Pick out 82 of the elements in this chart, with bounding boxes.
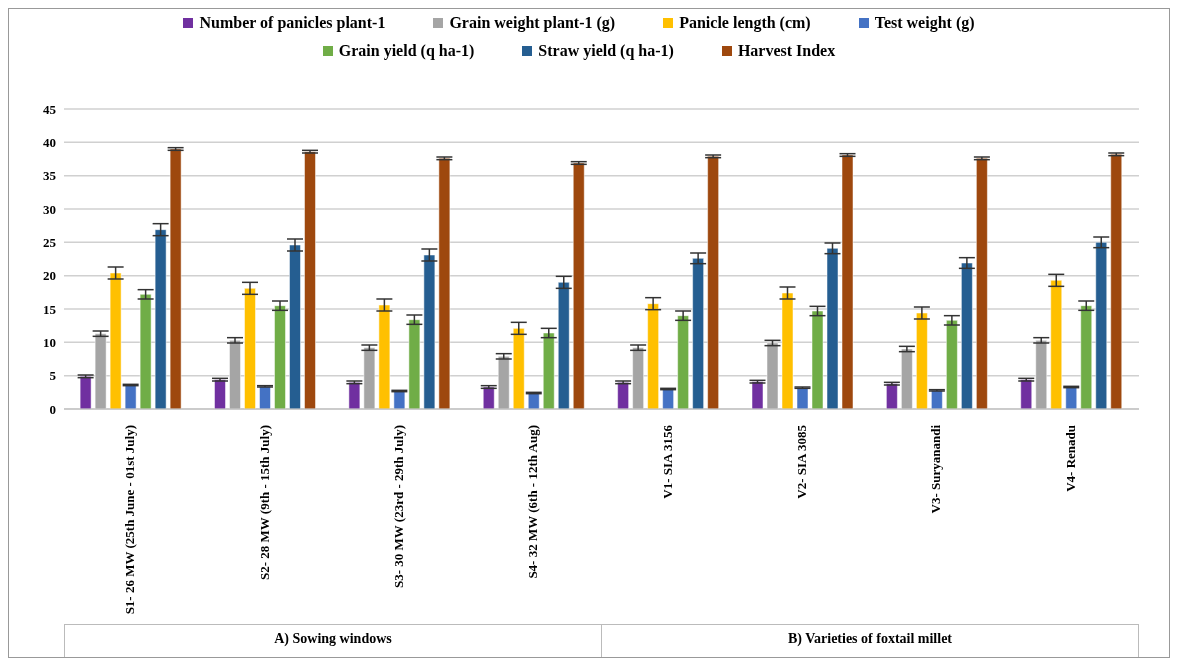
bar [647,303,659,409]
legend-label: Straw yield (q ha-1) [537,42,674,60]
bar [692,258,704,409]
legend-label: Harvest Index [736,42,836,60]
bar [169,148,182,409]
bar [423,254,436,409]
bar [617,382,629,409]
y-tick-label: 10 [43,334,56,350]
bar [707,156,719,409]
bar [1065,386,1077,409]
y-tick-label: 35 [43,168,57,184]
bar [826,248,839,409]
bar [976,158,988,409]
bar [289,244,301,409]
x-tick-label: S2- 28 MW (9th - 15th July) [256,425,272,581]
bar [378,304,391,409]
y-tick-label: 25 [43,234,57,250]
bar [244,288,256,409]
y-tick-label: 0 [49,401,56,417]
bar [363,347,376,409]
bar [528,392,540,409]
x-tick-label: S4- 32 MW (6th - 12th Aug) [525,425,541,579]
bar [79,376,92,409]
bar [274,305,286,409]
bar [946,320,958,409]
x-tick-label: V2- SIA 3085 [794,424,810,499]
bar [214,379,226,409]
bar [573,162,585,409]
bar [886,383,898,409]
bar [662,388,674,409]
y-tick-label: 20 [43,268,56,284]
bar [766,342,779,409]
bar [558,282,570,409]
legend-label: Grain weight plant-1 (g) [448,14,616,32]
bar [1080,305,1092,409]
y-tick-label: 5 [49,368,57,384]
bar [154,229,167,409]
bar [124,384,137,409]
y-tick-label: 30 [43,201,56,217]
bar [348,382,361,409]
legend-label: Test weight (g) [873,14,975,32]
bar [1110,154,1122,409]
bar [543,332,555,409]
bar [304,151,316,409]
bar [1050,280,1062,409]
bar [632,347,644,409]
bar [1095,242,1107,409]
x-tick-label: S3- 30 MW (23rd - 29th July) [390,425,406,588]
bar [841,154,854,409]
bar [94,333,107,409]
x-tick-label: V4- Renadu [1062,425,1078,492]
bar [438,158,451,409]
bar [1020,379,1032,409]
bar [677,315,689,409]
legend-label: Number of panicles plant-1 [198,14,386,32]
bar [513,328,525,409]
legend-label: Grain yield (q ha-1) [337,42,475,60]
x-tick-label: V1- SIA 3156 [659,424,675,499]
bar [483,386,495,409]
bar [796,387,809,409]
bar [259,386,271,409]
x-tick-label: S1- 26 MW (25th June - 01st July) [122,425,138,615]
bar [811,310,824,409]
bar [901,348,913,409]
text: A) Sowing windows [64,625,601,657]
bar [229,340,241,409]
x-tick-label: V3- Suryanandi [928,424,944,514]
y-tick-label: 40 [43,134,56,150]
legend-label: Panicle length (cm) [678,14,811,32]
bar [408,319,421,409]
text: B) Varieties of foxtail millet [601,625,1139,657]
bar [781,292,794,409]
bar [751,381,764,409]
bar [109,272,122,409]
y-tick-label: 15 [43,301,57,317]
bar [498,356,510,409]
bar [961,262,973,409]
bar [393,390,406,409]
bar [1035,340,1047,409]
y-tick-label: 45 [43,101,57,117]
bar [139,294,152,409]
bar [916,312,928,409]
